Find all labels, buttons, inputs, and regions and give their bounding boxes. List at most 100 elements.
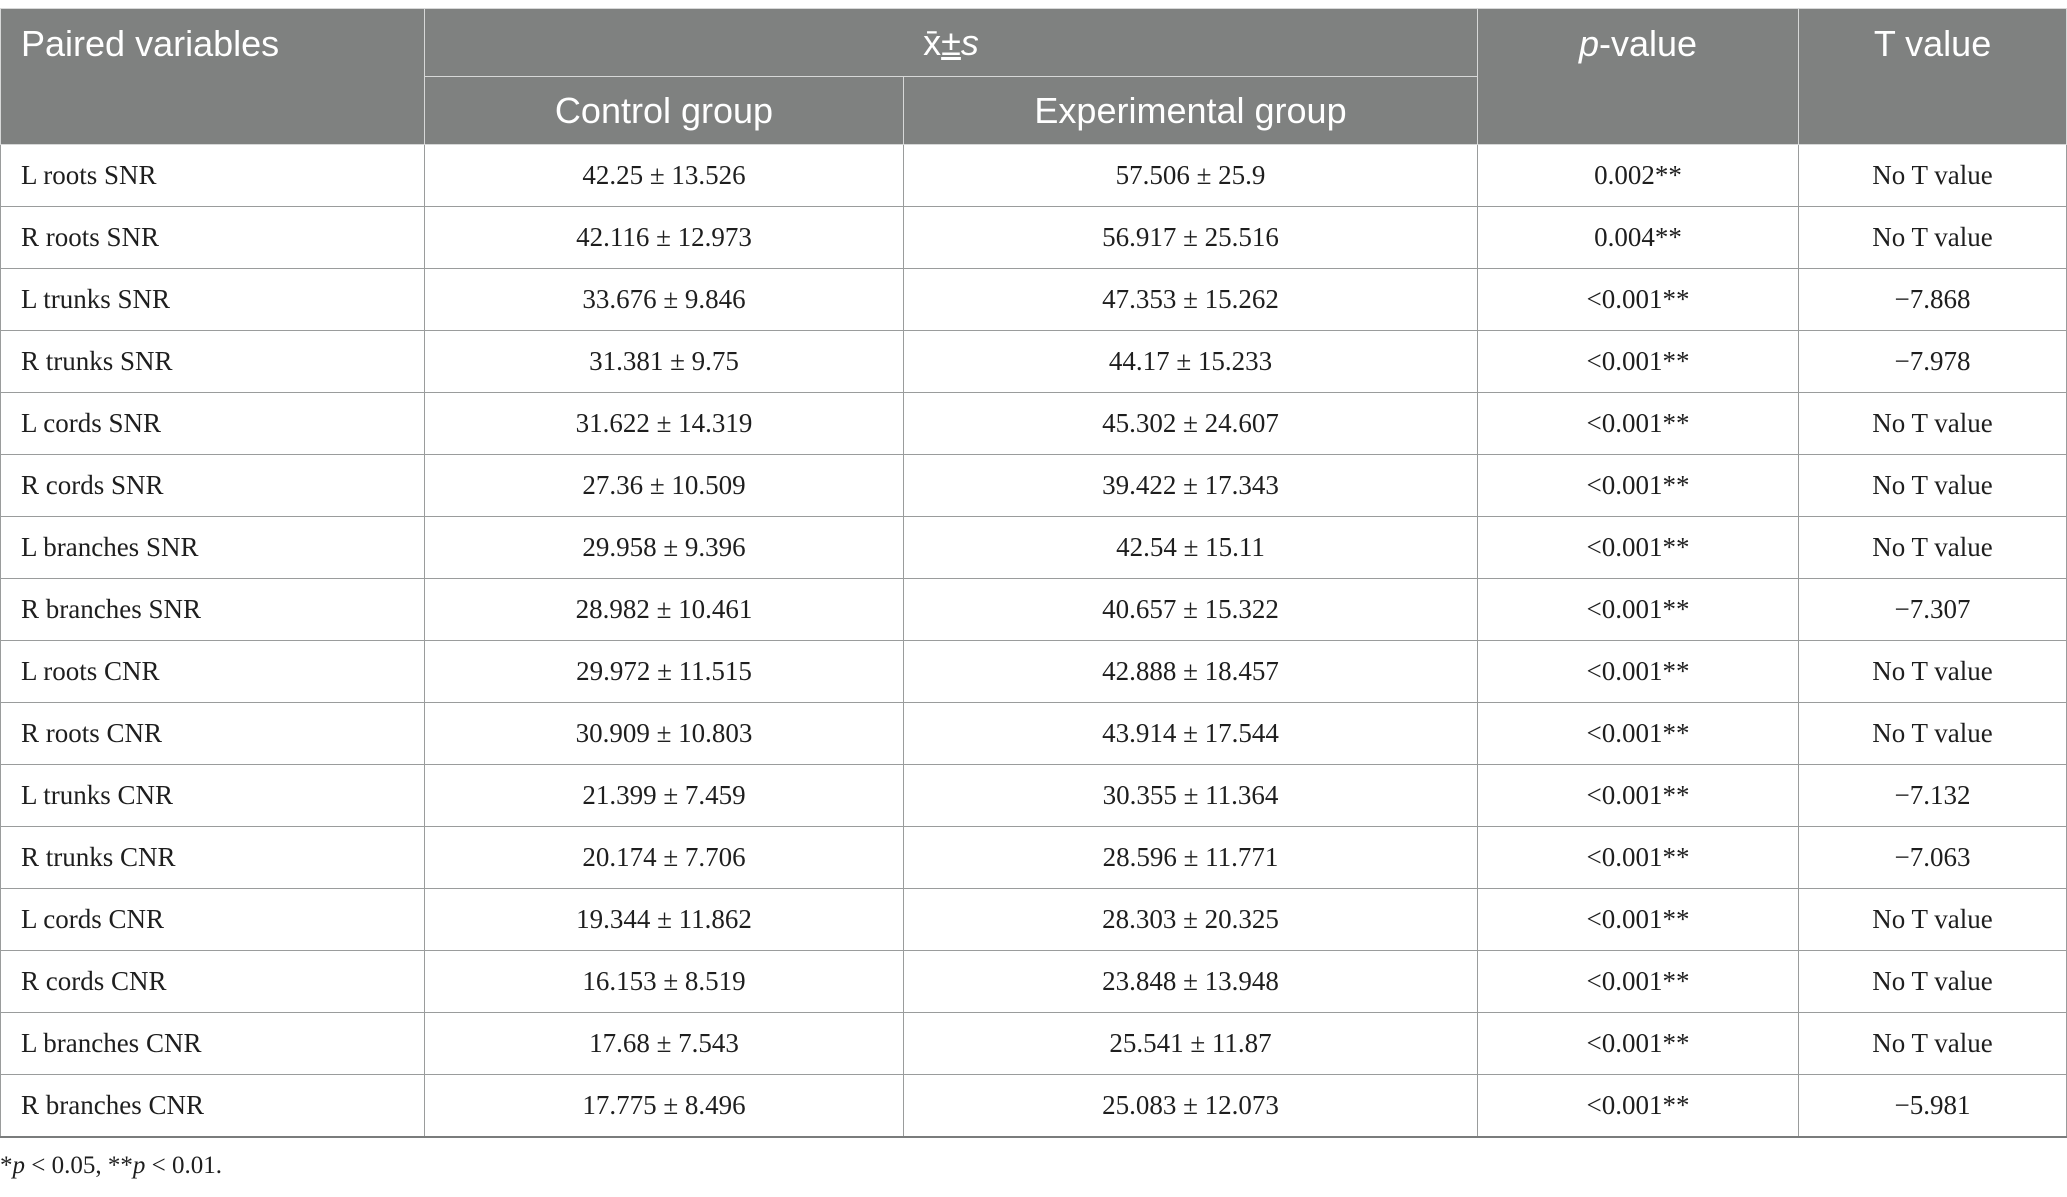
cell-p-value: <0.001** <box>1477 454 1800 517</box>
cell-p-value: 0.002** <box>1477 144 1800 207</box>
cell-t-value: No T value <box>1798 1012 2067 1075</box>
cell-experimental: 47.353 ± 15.262 <box>902 268 1479 331</box>
cell-t-value: −7.868 <box>1798 268 2067 331</box>
cell-variable: R roots SNR <box>0 206 425 269</box>
cell-variable: R trunks SNR <box>0 330 425 393</box>
cell-p-value: <0.001** <box>1477 764 1800 827</box>
header-mean-symbol: x̄ <box>923 21 942 63</box>
cell-control: 31.381 ± 9.75 <box>424 330 904 393</box>
cell-control: 27.36 ± 10.509 <box>424 454 904 517</box>
cell-control: 16.153 ± 8.519 <box>424 950 904 1013</box>
cell-p-value: <0.001** <box>1477 702 1800 765</box>
table-body: L roots SNR 42.25 ± 13.526 57.506 ± 25.9 0.… <box>0 144 2067 1138</box>
cell-experimental: 57.506 ± 25.9 <box>902 144 1479 207</box>
cell-variable: L cords CNR <box>0 888 425 951</box>
cell-control: 17.68 ± 7.543 <box>424 1012 904 1075</box>
header-row-1: Paired variables x̄±s p-value T value <box>0 8 2067 145</box>
cell-control: 19.344 ± 11.862 <box>424 888 904 951</box>
footnote-p-2: p <box>132 1152 146 1179</box>
table-row: L branches SNR 29.958 ± 9.396 42.54 ± 15.1… <box>0 516 2067 579</box>
table-row: R cords SNR 27.36 ± 10.509 39.422 ± 17.343… <box>0 454 2067 517</box>
cell-variable: R branches CNR <box>0 1074 425 1138</box>
cell-p-value: <0.001** <box>1477 826 1800 889</box>
cell-t-value: No T value <box>1798 392 2067 455</box>
cell-variable: L roots CNR <box>0 640 425 703</box>
cell-control: 42.116 ± 12.973 <box>424 206 904 269</box>
cell-p-value: <0.001** <box>1477 516 1800 579</box>
table-row: L trunks SNR 33.676 ± 9.846 47.353 ± 15.26… <box>0 268 2067 331</box>
cell-control: 28.982 ± 10.461 <box>424 578 904 641</box>
cell-experimental: 23.848 ± 13.948 <box>902 950 1479 1013</box>
cell-variable: L branches SNR <box>0 516 425 579</box>
cell-control: 20.174 ± 7.706 <box>424 826 904 889</box>
cell-t-value: −7.307 <box>1798 578 2067 641</box>
cell-variable: L cords SNR <box>0 392 425 455</box>
cell-p-value: <0.001** <box>1477 1074 1800 1138</box>
cell-variable: R branches SNR <box>0 578 425 641</box>
table-row: L roots SNR 42.25 ± 13.526 57.506 ± 25.9 0.… <box>0 144 2067 207</box>
cell-variable: R roots CNR <box>0 702 425 765</box>
cell-experimental: 42.888 ± 18.457 <box>902 640 1479 703</box>
table-row: L roots CNR 29.972 ± 11.515 42.888 ± 18.45… <box>0 640 2067 703</box>
header-paired-variables: Paired variables <box>0 8 425 145</box>
header-row-2: Control group Experimental group <box>1 76 2067 145</box>
header-s-symbol: s <box>960 21 979 63</box>
cell-p-value: <0.001** <box>1477 950 1800 1013</box>
cell-p-value: <0.001** <box>1477 392 1800 455</box>
cell-p-value: <0.001** <box>1477 268 1800 331</box>
footnote-text-2: < 0.01. <box>145 1152 222 1179</box>
table-row: L cords CNR 19.344 ± 11.862 28.303 ± 20.32… <box>0 888 2067 951</box>
cell-control: 31.622 ± 14.319 <box>424 392 904 455</box>
table-row: R branches CNR 17.775 ± 8.496 25.083 ± 12.… <box>0 1074 2067 1138</box>
cell-p-value: <0.001** <box>1477 888 1800 951</box>
footnote-star-2: ** <box>107 1152 133 1179</box>
cell-control: 21.399 ± 7.459 <box>424 764 904 827</box>
table-row: L branches CNR 17.68 ± 7.543 25.541 ± 11.8… <box>0 1012 2067 1075</box>
header-experimental-group: Experimental group <box>902 76 1479 145</box>
cell-p-value: <0.001** <box>1477 330 1800 393</box>
table-row: R roots SNR 42.116 ± 12.973 56.917 ± 25.51… <box>0 206 2067 269</box>
header-p-value: p-value <box>1477 8 1800 145</box>
table-row: R roots CNR 30.909 ± 10.803 43.914 ± 17.54… <box>0 702 2067 765</box>
table-row: L trunks CNR 21.399 ± 7.459 30.355 ± 11.36… <box>0 764 2067 827</box>
footnote-p-1: p <box>12 1152 26 1179</box>
cell-experimental: 56.917 ± 25.516 <box>902 206 1479 269</box>
cell-p-value: <0.001** <box>1477 578 1800 641</box>
table-row: R trunks SNR 31.381 ± 9.75 44.17 ± 15.233 <… <box>0 330 2067 393</box>
cell-experimental: 28.303 ± 20.325 <box>902 888 1479 951</box>
cell-experimental: 39.422 ± 17.343 <box>902 454 1479 517</box>
cell-t-value: −5.981 <box>1798 1074 2067 1138</box>
cell-t-value: No T value <box>1798 206 2067 269</box>
cell-experimental: 45.302 ± 24.607 <box>902 392 1479 455</box>
cell-t-value: No T value <box>1798 516 2067 579</box>
cell-variable: L branches CNR <box>0 1012 425 1075</box>
cell-experimental: 42.54 ± 15.11 <box>902 516 1479 579</box>
cell-variable: R trunks CNR <box>0 826 425 889</box>
footnote-star-1: * <box>0 1152 13 1179</box>
cell-t-value: −7.063 <box>1798 826 2067 889</box>
cell-p-value: <0.001** <box>1477 1012 1800 1075</box>
cell-control: 17.775 ± 8.496 <box>424 1074 904 1138</box>
cell-experimental: 28.596 ± 11.771 <box>902 826 1479 889</box>
cell-control: 29.972 ± 11.515 <box>424 640 904 703</box>
cell-experimental: 25.083 ± 12.073 <box>902 1074 1479 1138</box>
table-footnote: *p < 0.05, **p < 0.01. <box>0 1152 222 1180</box>
header-mean-sd: x̄±s <box>423 8 1479 77</box>
cell-p-value: 0.004** <box>1477 206 1800 269</box>
cell-variable: L roots SNR <box>0 144 425 207</box>
header-p-rest: -value <box>1599 23 1698 64</box>
cell-experimental: 25.541 ± 11.87 <box>902 1012 1479 1075</box>
table-row: R branches SNR 28.982 ± 10.461 40.657 ± 15… <box>0 578 2067 641</box>
cell-t-value: −7.132 <box>1798 764 2067 827</box>
table-row: L cords SNR 31.622 ± 14.319 45.302 ± 24.60… <box>0 392 2067 455</box>
cell-control: 42.25 ± 13.526 <box>424 144 904 207</box>
header-t-value: T value <box>1798 8 2067 145</box>
header-p-italic: p <box>1578 23 1599 64</box>
cell-experimental: 44.17 ± 15.233 <box>902 330 1479 393</box>
cell-experimental: 40.657 ± 15.322 <box>902 578 1479 641</box>
cell-t-value: No T value <box>1798 888 2067 951</box>
cell-t-value: −7.978 <box>1798 330 2067 393</box>
results-table: Paired variables x̄±s p-value T value Co… <box>0 8 2067 1138</box>
cell-experimental: 30.355 ± 11.364 <box>902 764 1479 827</box>
cell-variable: R cords CNR <box>0 950 425 1013</box>
